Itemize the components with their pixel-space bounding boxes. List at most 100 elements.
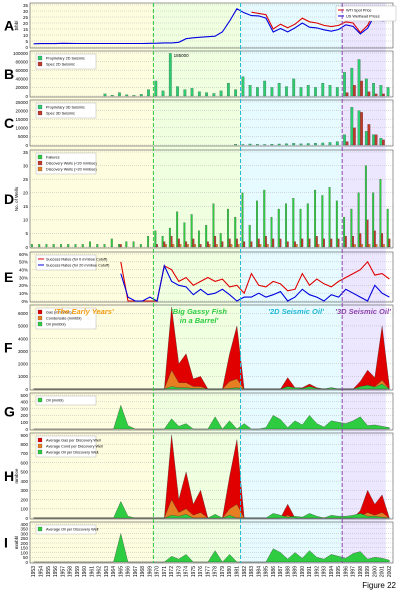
bar — [205, 225, 208, 248]
x-tick-label: 1954 — [39, 566, 45, 577]
x-tick-label: 1980 — [227, 566, 233, 577]
bar — [357, 110, 361, 146]
x-tick-label: 2000 — [372, 566, 378, 577]
panel-letter: B — [4, 66, 14, 82]
y-tick-label: 5 — [25, 39, 28, 44]
bar — [343, 217, 346, 248]
bar — [139, 244, 142, 248]
bar — [118, 244, 120, 248]
bar — [343, 72, 346, 97]
bar — [277, 208, 280, 248]
y-tick-label: 40% — [19, 267, 28, 272]
legend-swatch — [37, 449, 43, 455]
y-tick-label: 0 — [25, 94, 28, 99]
y-tick-label: 10 — [23, 218, 29, 223]
x-tick-label: 1979 — [220, 566, 226, 577]
x-tick-label: 2001 — [380, 566, 386, 577]
legend-label: Spec 3D Seismic — [46, 112, 75, 116]
legend-label: Proprietary 3D Seismic — [46, 106, 85, 110]
bar — [388, 238, 391, 248]
x-tick-label: 1990 — [300, 566, 306, 577]
y-tick-label: 35 — [23, 3, 29, 8]
series-line-2 — [120, 264, 390, 302]
y-tick-label: 25 — [23, 15, 29, 20]
bar — [350, 208, 353, 248]
era-label-2: 'Big Gassy Fish in a Barrel' — [171, 307, 227, 325]
legend-label: Oil (mmbbl) — [46, 323, 66, 327]
y-tick-label: 0 — [25, 516, 28, 521]
y-tick-label: 600 — [20, 460, 28, 465]
legend-label: Average Cond per Discovery Well — [46, 445, 103, 449]
bar — [360, 112, 363, 146]
y-tick-label: 400 — [20, 479, 28, 484]
bar — [67, 244, 70, 248]
panel-letter: H — [4, 468, 14, 484]
bar — [337, 238, 340, 248]
bar — [372, 134, 375, 146]
legend-label: Oil (mmbl) — [46, 399, 64, 403]
bar — [330, 238, 333, 248]
bar — [147, 236, 150, 248]
bar — [350, 107, 354, 146]
y-tick-label: 500 — [20, 470, 28, 475]
panel-h: 0 100 200 300 400 500 600 700 800 900 H mmboe Averag… — [4, 432, 394, 521]
y-tick-label: 0% — [21, 299, 28, 304]
bar — [154, 80, 158, 97]
bar — [161, 90, 165, 97]
bar — [306, 203, 309, 248]
x-tick-label: 1987 — [278, 566, 284, 577]
bar — [366, 219, 369, 248]
y-tick-label: 50% — [19, 260, 28, 265]
bar — [176, 211, 179, 248]
x-tick-label: 1983 — [249, 566, 255, 577]
bar — [228, 238, 231, 248]
x-tick-label: 1966 — [126, 566, 132, 577]
panel-d: 0 5 10 15 20 25 30 35 D No. of Wells Failures Disco… — [4, 149, 394, 250]
bar — [386, 208, 389, 248]
bar — [314, 189, 317, 248]
x-tick-label: 1960 — [82, 566, 88, 577]
bar — [110, 238, 113, 248]
x-tick-label: 1968 — [140, 566, 146, 577]
y-tick-label: 15 — [23, 204, 29, 209]
era-label-line: in a Barrel' — [180, 316, 219, 325]
bar — [328, 187, 331, 248]
y-tick-label: 10% — [19, 291, 28, 296]
bar — [163, 241, 166, 248]
bar — [285, 203, 287, 248]
bar — [359, 233, 362, 248]
bar — [335, 200, 338, 248]
bar — [192, 238, 195, 248]
bar — [357, 192, 360, 248]
legend-swatch — [37, 160, 43, 166]
legend-label: Proprietary 2D Seismic — [46, 57, 85, 61]
bar — [177, 238, 180, 248]
bar — [335, 87, 339, 97]
panel-frame — [29, 99, 394, 147]
y-tick-label: 6000 — [18, 311, 29, 316]
bar — [285, 86, 288, 97]
bar — [235, 238, 238, 248]
era-band-3 — [240, 3, 343, 563]
legend-box — [35, 307, 97, 330]
bar — [295, 244, 298, 248]
bar — [279, 238, 282, 248]
x-tick-label: 1955 — [46, 566, 52, 577]
x-tick-label: 1999 — [365, 566, 371, 577]
bar — [161, 236, 164, 248]
x-tick-label: 1991 — [307, 566, 313, 577]
y-tick-label: 80000 — [15, 59, 28, 64]
legend-label: US Wellhead Prices — [346, 15, 380, 19]
legend-swatch — [37, 309, 43, 315]
bar — [314, 87, 317, 97]
legend-box — [35, 524, 97, 535]
bar — [74, 244, 77, 248]
y-tick-label: 25 — [23, 177, 29, 182]
y-tick-label: 20 — [23, 191, 29, 196]
x-tick-label: 1978 — [213, 566, 219, 577]
era-labels: 'The Early Years' 'Big Gassy Fish in a Bar… — [54, 307, 391, 325]
panel-letter: I — [4, 535, 8, 551]
y-tick-label: 250 — [20, 536, 28, 541]
